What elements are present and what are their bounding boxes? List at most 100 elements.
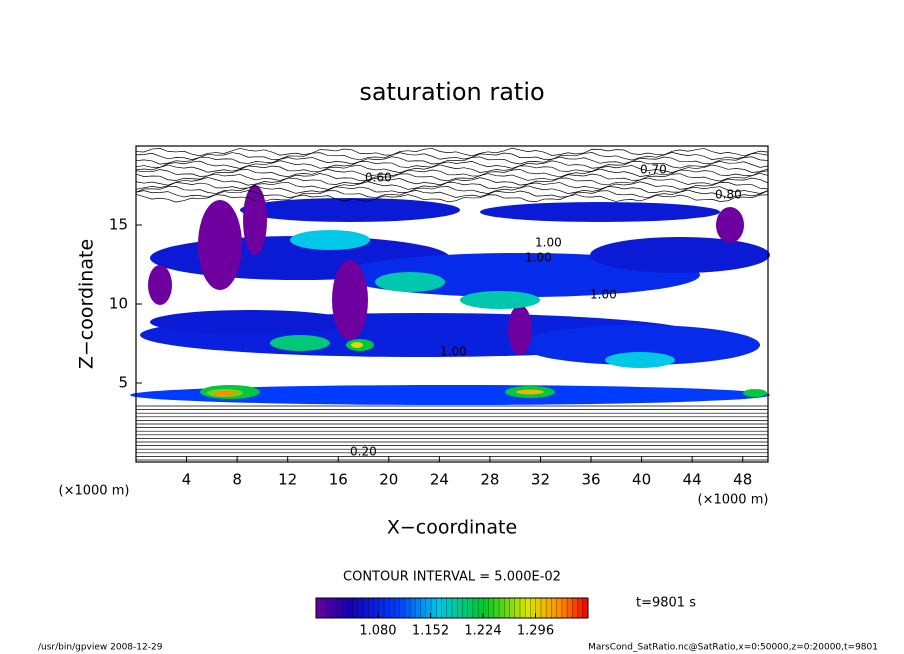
- time-label: t=9801 s: [636, 596, 696, 611]
- colorbar-tick-label: 1.152: [412, 624, 449, 639]
- colorbar-cell: [504, 598, 510, 618]
- colorbar-cell: [567, 598, 573, 618]
- colorbar-cell: [457, 598, 463, 618]
- colorbar-cell: [363, 598, 369, 618]
- shading: [198, 200, 242, 290]
- colorbar-cell: [389, 598, 395, 618]
- shading: [332, 260, 368, 340]
- x-tick-label: 24: [430, 471, 449, 489]
- contour-line: [135, 156, 769, 165]
- colorbar-cell: [488, 598, 495, 618]
- colorbar-cell: [483, 598, 489, 618]
- colorbar-cell: [347, 598, 353, 618]
- contour-label: 1.00: [590, 288, 617, 302]
- x-tick-label: 12: [278, 471, 297, 489]
- footer-right: MarsCond_SatRatio.nc@SatRatio,x=0:50000,…: [588, 643, 878, 653]
- shading: [508, 305, 532, 355]
- y-tick-label: 5: [118, 374, 128, 392]
- contour-line: [135, 164, 769, 174]
- colorbar-frame: [315, 597, 589, 619]
- colorbar-cell: [331, 598, 338, 618]
- contour-line: [135, 189, 769, 199]
- x-tick-label: 32: [531, 471, 550, 489]
- colorbar-cell: [525, 598, 531, 618]
- field: [130, 147, 770, 461]
- contour-label: 0.20: [350, 445, 377, 459]
- colorbar-cell: [462, 598, 468, 618]
- colorbar-cell: [530, 598, 536, 618]
- contour-line: [135, 147, 769, 157]
- colorbar-cell: [410, 598, 416, 618]
- contour-label: 1.00: [440, 345, 467, 359]
- shading: [150, 310, 350, 334]
- colorbar-cell: [540, 598, 547, 618]
- colorbar-cell: [493, 598, 500, 618]
- colorbar-cell: [446, 598, 453, 618]
- x-tick-label: 48: [733, 471, 752, 489]
- colorbar-cell: [336, 598, 343, 618]
- footer-left: /usr/bin/gpview 2008-12-29: [38, 643, 163, 653]
- x-tick-label: 16: [329, 471, 348, 489]
- x-tick-label: 8: [232, 471, 242, 489]
- y-tick-label: 10: [109, 295, 128, 313]
- colorbar-cell: [420, 598, 427, 618]
- contour-line: [135, 193, 769, 203]
- x-tick-label: 20: [379, 471, 398, 489]
- shading: [270, 335, 330, 351]
- colorbar-cell: [394, 598, 400, 618]
- colorbar-cell: [535, 598, 542, 618]
- y-unit: (×1000 m): [59, 484, 130, 499]
- y-axis-label: Z−coordinate: [76, 239, 98, 369]
- shading: [743, 389, 767, 397]
- colorbar-cell: [467, 598, 474, 618]
- colorbar-cell: [452, 598, 458, 618]
- colorbar-cell: [436, 598, 442, 618]
- shading: [243, 185, 267, 255]
- contour-label: 1.00: [525, 251, 552, 265]
- colorbar-cell: [509, 598, 516, 618]
- colorbar-cell: [551, 598, 557, 618]
- colorbar-cell: [478, 598, 484, 618]
- colorbar-cell: [572, 598, 578, 618]
- colorbar-cell: [556, 598, 563, 618]
- colorbar-cell: [499, 598, 505, 618]
- y-tick-label: 15: [109, 216, 128, 234]
- contour-line: [135, 177, 769, 186]
- colorbar-tick-label: 1.080: [359, 624, 396, 639]
- plot-frame: [135, 145, 769, 463]
- colorbar-cell: [342, 598, 348, 618]
- colorbar-cell: [441, 598, 448, 618]
- colorbar-cell: [352, 598, 359, 618]
- shading: [716, 207, 744, 243]
- x-tick-label: 36: [581, 471, 600, 489]
- x-tick-label: 28: [480, 471, 499, 489]
- shading: [148, 265, 172, 305]
- contour-label: 0.60: [365, 171, 392, 185]
- colorbar-cell: [384, 598, 390, 618]
- x-tick-label: 44: [683, 471, 702, 489]
- shading: [590, 237, 770, 273]
- shading: [516, 389, 544, 395]
- shading: [240, 198, 460, 222]
- contour-line: [135, 160, 769, 169]
- shading: [460, 291, 540, 309]
- colorbar: 1.080 1.152 1.224 1.296: [315, 597, 589, 639]
- colorbar-cell: [321, 598, 327, 618]
- colorbar-cell: [582, 598, 589, 618]
- contour-line: [135, 151, 769, 161]
- colorbar-cell: [520, 598, 526, 618]
- colorbar-cell: [368, 598, 374, 618]
- shading: [213, 390, 237, 396]
- contour-line: [135, 168, 769, 178]
- colorbar-tick-label: 1.224: [464, 624, 501, 639]
- colorbar-cell: [577, 598, 584, 618]
- x-unit: (×1000 m): [698, 493, 769, 508]
- shading: [375, 272, 445, 292]
- colorbar-cell: [415, 598, 421, 618]
- contour-line: [135, 181, 769, 190]
- shading: [605, 352, 675, 368]
- colorbar-cell: [399, 598, 406, 618]
- colorbar-cell: [404, 598, 411, 618]
- shading: [480, 202, 720, 222]
